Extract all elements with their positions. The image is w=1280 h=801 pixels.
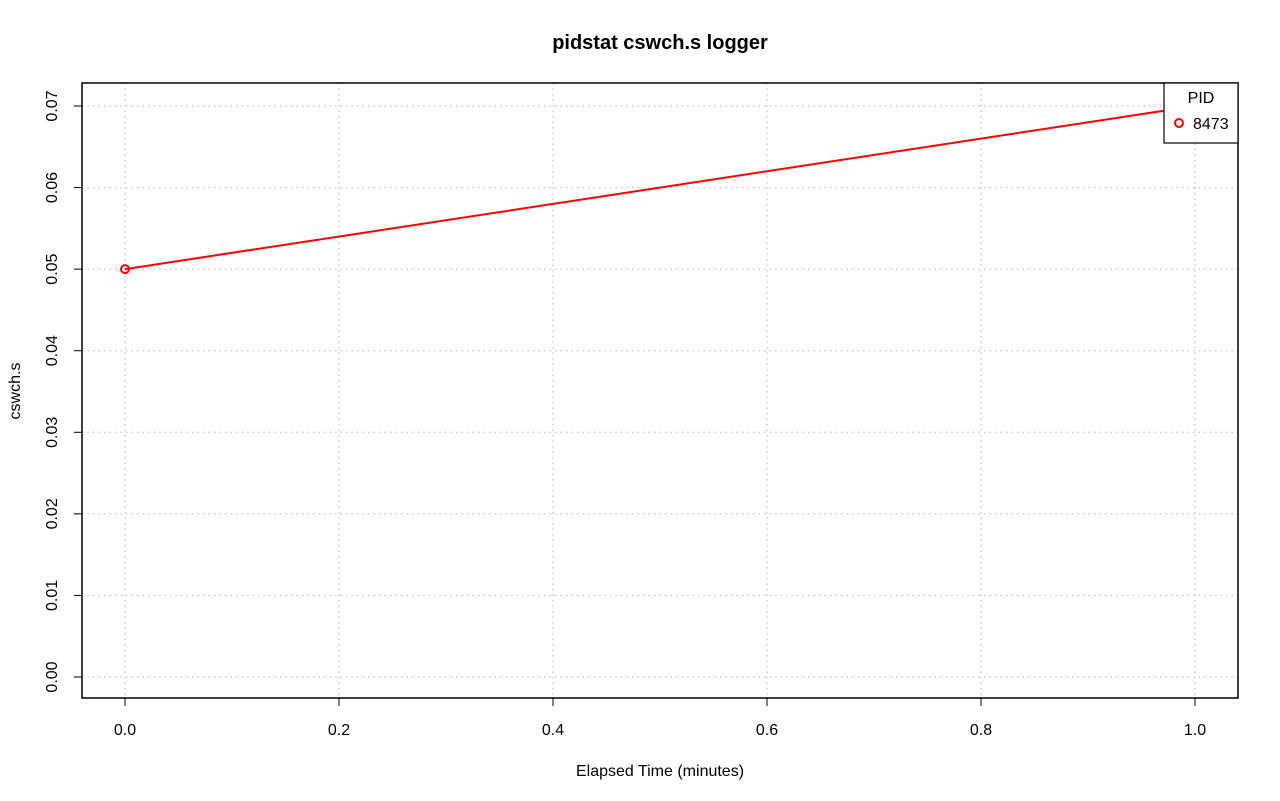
x-tick-label: 0.4 [542, 722, 564, 739]
legend-entry-label: 8473 [1193, 116, 1229, 133]
legend-marker [1174, 118, 1184, 128]
x-tick-label: 0.2 [328, 722, 350, 739]
y-axis: 0.00 0.01 0.02 0.03 0.04 0.05 0.06 0.07 [44, 90, 82, 693]
series-layer [120, 101, 1200, 275]
grid [82, 83, 1238, 698]
data-point [120, 264, 130, 275]
legend-title: PID [1188, 90, 1215, 107]
y-tick-label: 0.01 [44, 580, 61, 611]
y-tick-label: 0.00 [44, 661, 61, 692]
y-tick-label: 0.05 [44, 253, 61, 284]
y-tick-label: 0.06 [44, 172, 61, 203]
y-tick-label: 0.04 [44, 335, 61, 366]
x-tick-label: 0.6 [756, 722, 778, 739]
y-tick-label: 0.07 [44, 90, 61, 121]
x-tick-label: 0.0 [114, 722, 136, 739]
series-line [124, 105, 1196, 271]
y-tick-label: 0.02 [44, 498, 61, 529]
x-tick-label: 1.0 [1184, 722, 1206, 739]
chart-title: pidstat cswch.s logger [552, 32, 768, 54]
legend-box [1163, 82, 1239, 144]
plot-frame [81, 82, 1239, 699]
x-axis-label: Elapsed Time (minutes) [576, 763, 744, 780]
y-tick-label: 0.03 [44, 417, 61, 448]
x-axis: 0.0 0.2 0.4 0.6 0.8 1.0 [114, 698, 1206, 739]
y-axis-label: cswch.s [7, 363, 24, 420]
x-tick-label: 0.8 [970, 722, 992, 739]
legend: PID 8473 [1163, 82, 1239, 144]
